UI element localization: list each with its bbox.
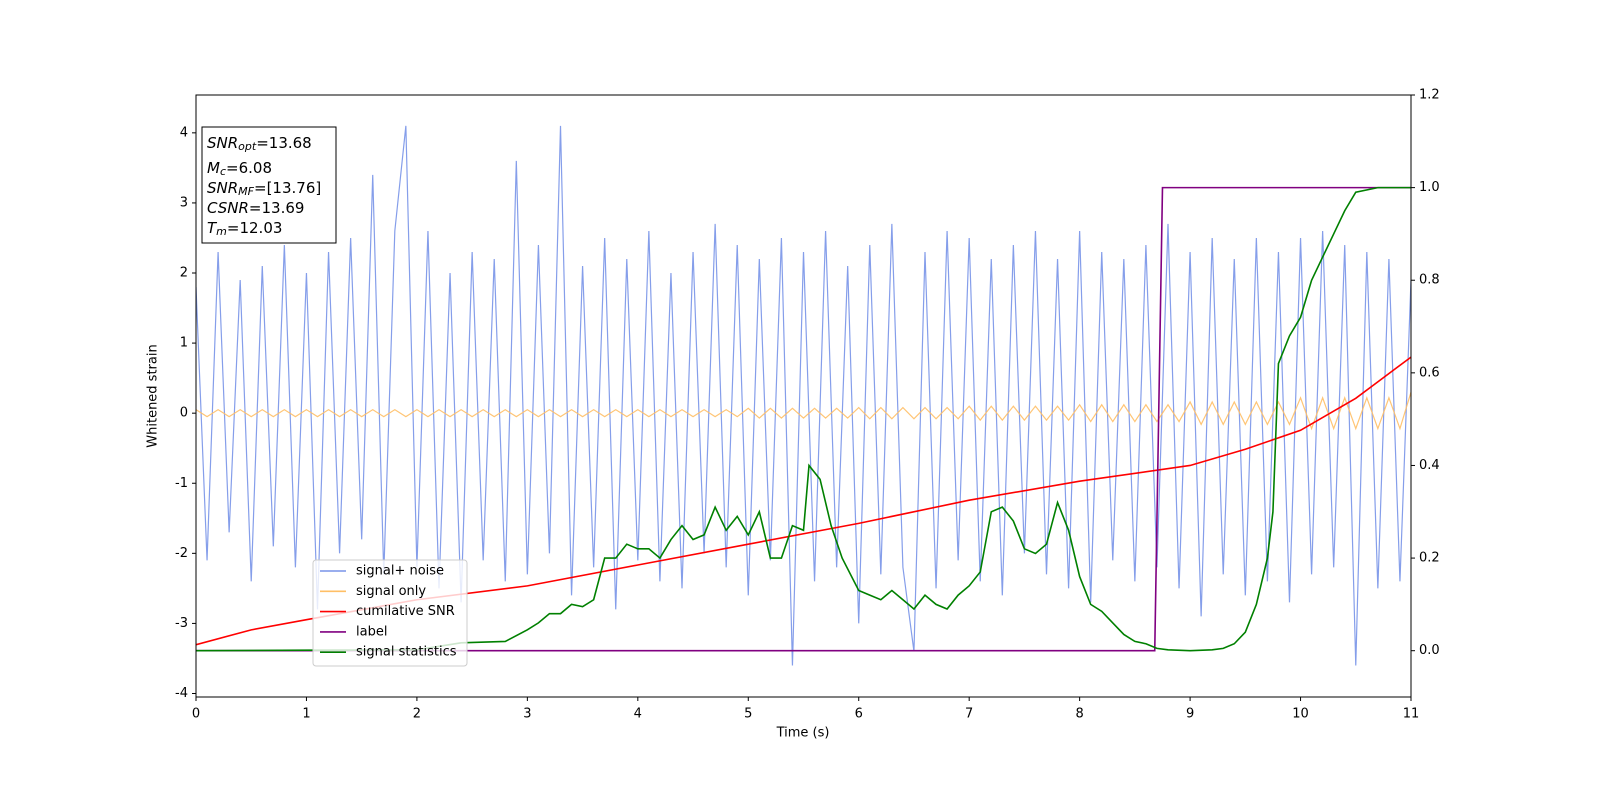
y-tick-label: 1 [180,336,188,351]
y2-tick-label: 0.6 [1419,365,1440,380]
y-axis-label: Whitened strain [146,344,161,447]
x-tick-label: 3 [523,707,531,722]
annotation-subscript: MF [238,185,254,198]
x-tick-label: 7 [965,707,973,722]
legend-label: signal only [356,584,426,599]
annotation-symbol: SNR [207,134,238,152]
y2-tick-label: 1.2 [1419,88,1440,103]
x-tick-label: 2 [413,707,421,722]
y2-tick-label: 1.0 [1419,180,1440,195]
x-tick-label: 0 [192,707,200,722]
y-tick-label: -3 [175,616,188,631]
x-tick-label: 4 [634,707,642,722]
annotation-subscript: m [216,225,227,238]
series-line [196,186,1411,652]
y-tick-label: 2 [180,266,188,281]
legend-label: signal+ noise [356,564,444,579]
legend-label: signal statistics [356,645,457,660]
annotation-text: =[13.76] [254,179,321,197]
y2-tick-label: 0.4 [1419,458,1440,473]
y2-tick-label: 0.0 [1419,643,1440,658]
annotation: SNRopt=13.68 [207,134,312,154]
annotation-subscript: opt [238,140,257,153]
y2-tick-label: 0.8 [1419,273,1440,288]
y-tick-label: 4 [180,125,188,140]
series-line [196,125,1411,666]
y-tick-label: 0 [180,406,188,421]
x-tick-label: 5 [744,707,752,722]
x-tick-label: 11 [1403,707,1420,722]
y-tick-label: -1 [175,476,188,491]
annotation-subscript: c [220,165,226,178]
x-tick-label: 9 [1186,707,1194,722]
y-tick-label: -2 [175,546,188,561]
x-tick-label: 10 [1292,707,1309,722]
legend-label: cumilative SNR [356,604,455,619]
legend: signal+ noise signal only cumilative SNR la… [312,559,468,667]
x-axis-label: Time (s) [776,726,830,741]
annotation-symbol: CSNR [207,199,249,217]
annotation-symbol: SNR [207,179,238,197]
y2-tick-label: 0.2 [1419,551,1440,566]
legend-frame [312,559,468,667]
series-line [196,391,1411,431]
x-tick-label: 8 [1075,707,1083,722]
x-tick-label: 6 [855,707,863,722]
x-tick-label: 1 [302,707,310,722]
annotation: Tm=12.03 [207,219,282,239]
annotation-frame [201,126,337,244]
y-tick-label: -4 [175,686,188,701]
annotation-text: =12.03 [227,219,283,237]
annotation-box: SNRopt=13.68Mc=6.08SNRMF=[13.76]CSNR=13.… [201,126,337,244]
annotation: CSNR=13.69 [207,199,304,217]
annotation-text: =13.68 [256,134,312,152]
y-tick-label: 3 [180,195,188,210]
annotation-text: =6.08 [226,159,272,177]
annotation-symbol: T [207,219,218,237]
annotation-text: =13.69 [249,199,305,217]
annotation-symbol: M [207,159,220,177]
annotation: SNRMF=[13.76] [207,179,321,199]
legend-label: label [356,624,387,639]
plot-frame [195,94,1412,698]
series-line [196,186,1411,652]
annotation: Mc=6.08 [207,159,272,179]
